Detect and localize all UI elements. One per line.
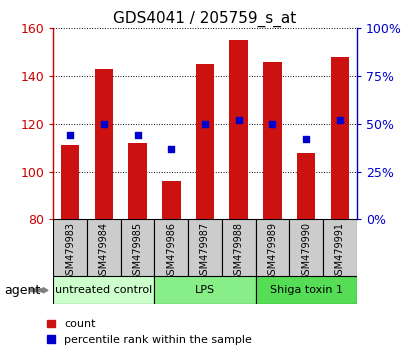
Text: GSM479985: GSM479985	[132, 222, 142, 281]
Text: Shiga toxin 1: Shiga toxin 1	[269, 285, 342, 295]
Bar	[330, 57, 348, 219]
Bar	[128, 143, 146, 219]
Point	[235, 117, 241, 123]
FancyBboxPatch shape	[53, 276, 154, 304]
Point	[201, 121, 208, 127]
FancyBboxPatch shape	[289, 219, 322, 276]
Legend: count, percentile rank within the sample: count, percentile rank within the sample	[47, 319, 252, 345]
Point	[168, 146, 174, 152]
Point	[336, 117, 342, 123]
Text: GSM479986: GSM479986	[166, 222, 176, 281]
Text: GSM479989: GSM479989	[267, 222, 277, 281]
Text: GSM479988: GSM479988	[233, 222, 243, 281]
FancyBboxPatch shape	[255, 276, 356, 304]
Bar	[296, 153, 315, 219]
Text: agent: agent	[4, 284, 40, 297]
Text: GSM479991: GSM479991	[334, 222, 344, 281]
Point	[134, 132, 141, 138]
Text: GSM479984: GSM479984	[99, 222, 109, 281]
FancyBboxPatch shape	[120, 219, 154, 276]
Bar	[162, 181, 180, 219]
FancyBboxPatch shape	[154, 276, 255, 304]
Bar	[94, 69, 113, 219]
FancyBboxPatch shape	[188, 219, 221, 276]
Bar	[229, 40, 247, 219]
FancyBboxPatch shape	[255, 219, 289, 276]
Text: LPS: LPS	[194, 285, 215, 295]
Text: GSM479987: GSM479987	[200, 222, 209, 281]
Point	[268, 121, 275, 127]
FancyBboxPatch shape	[322, 219, 356, 276]
Title: GDS4041 / 205759_s_at: GDS4041 / 205759_s_at	[113, 11, 296, 27]
Bar	[195, 64, 214, 219]
FancyBboxPatch shape	[53, 219, 87, 276]
Text: untreated control: untreated control	[55, 285, 152, 295]
Bar	[263, 62, 281, 219]
Point	[100, 121, 107, 127]
Point	[302, 136, 309, 142]
Bar	[61, 145, 79, 219]
FancyBboxPatch shape	[87, 219, 120, 276]
Point	[67, 132, 73, 138]
Text: GSM479983: GSM479983	[65, 222, 75, 281]
FancyBboxPatch shape	[154, 219, 188, 276]
FancyBboxPatch shape	[221, 219, 255, 276]
Text: GSM479990: GSM479990	[300, 222, 310, 281]
